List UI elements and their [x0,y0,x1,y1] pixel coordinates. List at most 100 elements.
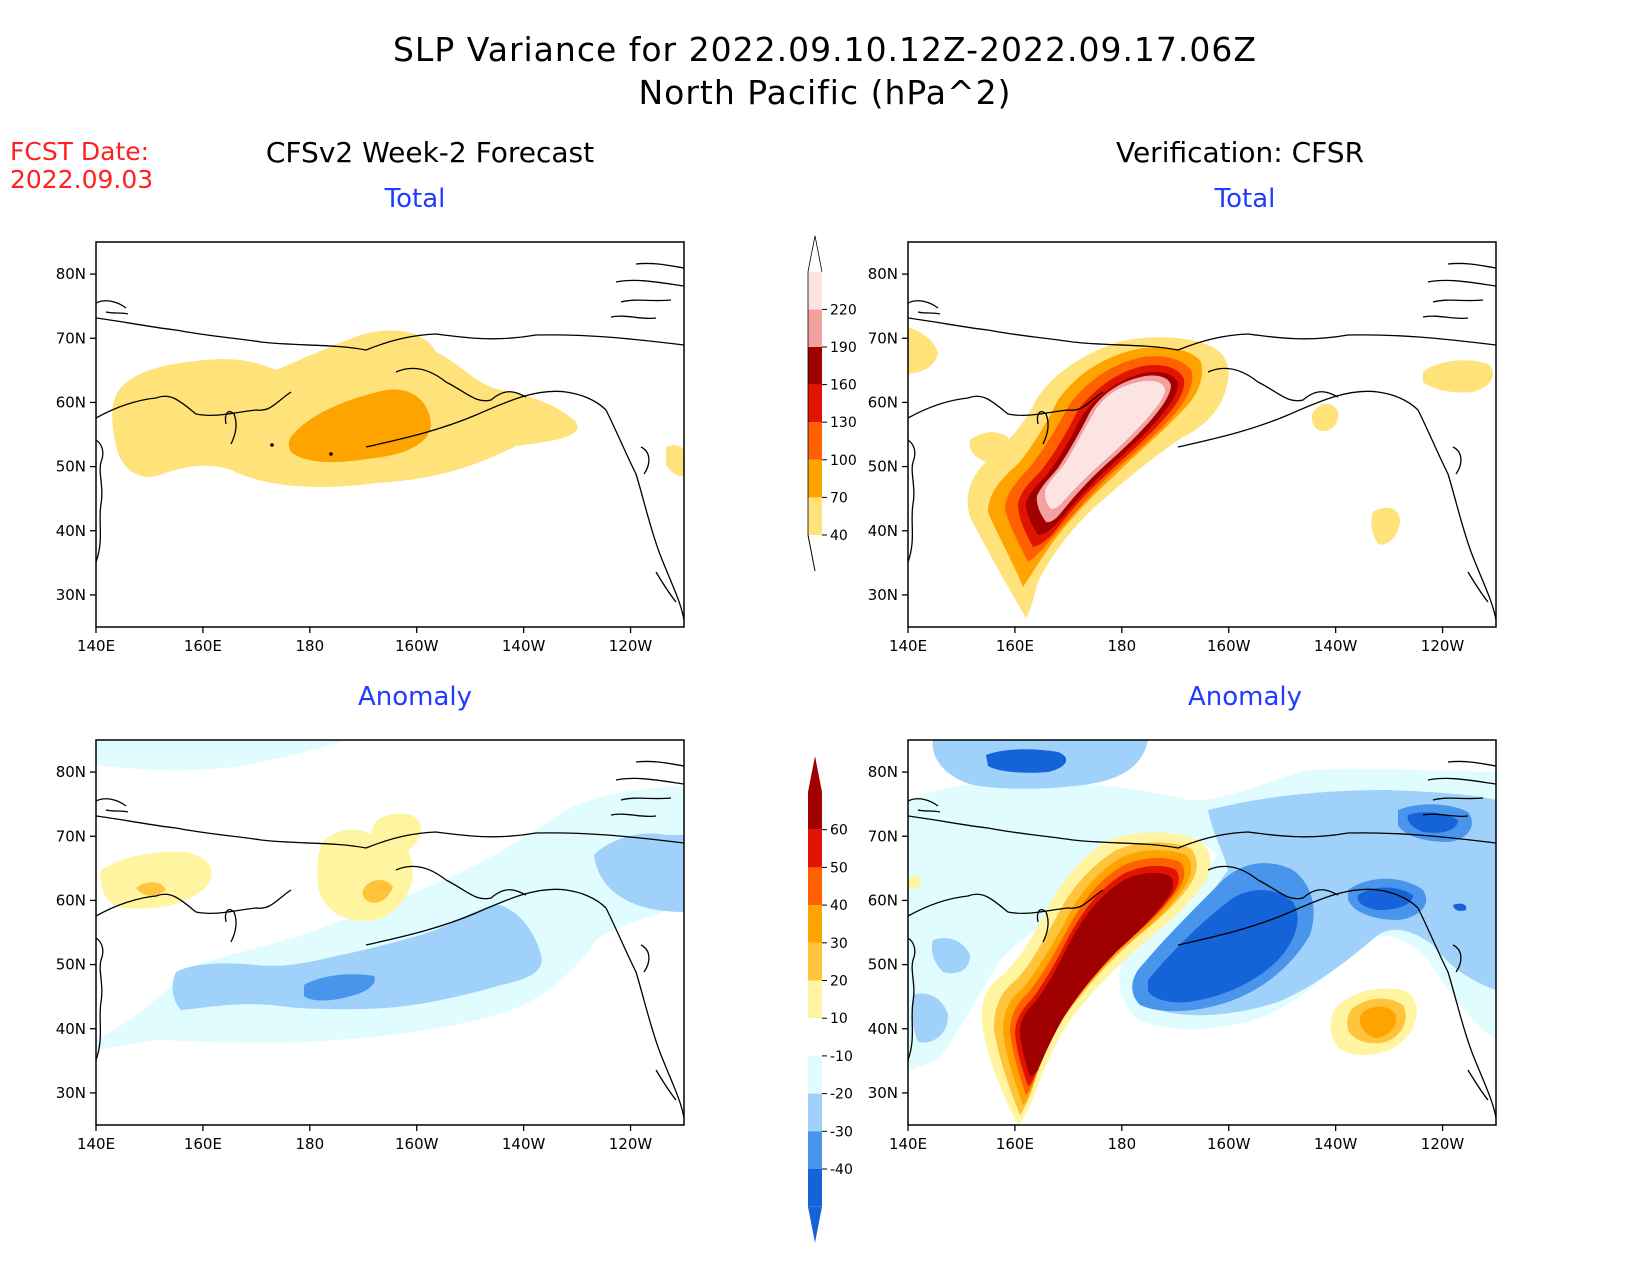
lon-tick-label: 140E [889,637,927,655]
lon-tick-label: 140E [77,1135,115,1153]
panel-title-forecast-total: Total [384,184,446,214]
coastline [96,262,684,621]
anomaly-pos60-main [1020,872,1174,1076]
colorbar-anomaly: 60 50 40 30 20 10 -10 -20 -30 -40 [808,756,853,1243]
map-forecast-anomaly: 80N 70N 60N 50N 40N 30N 140E 160E 180 160W 140W 12… [56,739,685,1153]
colorbar-total-boxes: 40 70 100 130 160 190 220 [807,235,857,572]
lat-tick-label: 60N [56,891,86,909]
lat-tick-label: 30N [56,586,86,604]
anomaly-neg20-ne [594,833,684,912]
lon-tick-label: 140W [1314,637,1358,655]
colorbar-anomaly-label: 50 [830,860,848,876]
colorbar-anomaly-label: 10 [830,1011,848,1027]
lon-tick-label: 140E [889,1135,927,1153]
lon-tick-label: 140W [502,637,546,655]
colorbar-anomaly-box [808,980,822,1019]
coastline [96,760,684,1119]
colorbar-anomaly-box [808,1169,822,1207]
lon-tick-label: 120W [1421,1135,1465,1153]
anomaly-pos20-b [362,879,393,903]
contour-70 [288,389,431,463]
colorbar-anomaly-label: -40 [830,1162,853,1178]
lat-ticks: 80N 70N 60N 50N 40N 30N [868,763,908,1102]
colorbar-total-label: 70 [830,490,848,506]
lon-tick-label: 160W [395,637,439,655]
colorbar-anomaly-label: 40 [830,898,848,914]
anomaly-neg40-e [1357,887,1413,910]
colorbar-total-label: 160 [830,378,857,394]
lon-tick-label: 160E [996,1135,1034,1153]
anomaly-neg10-north [96,740,346,771]
colorbar-anomaly-label: -20 [830,1087,853,1103]
contour-40-a [1311,403,1339,432]
chart-title-line2: North Pacific (hPa^2) [638,73,1012,112]
map-forecast-total: 80N 70N 60N 50N 40N 30N 140E 160E 180 160W 140W 12… [56,241,685,655]
lat-tick-label: 30N [868,586,898,604]
coastline [908,262,1496,621]
colorbar-total-box [808,347,822,385]
anomaly-neg20-w2 [911,993,948,1043]
lat-ticks: 80N 70N 60N 50N 40N 30N [868,265,908,604]
colorbar-anomaly-top-arrow [808,756,822,792]
panel-title-verification-total: Total [1214,184,1276,214]
lat-tick-label: 30N [56,1084,86,1102]
colorbar-anomaly-label: 60 [830,823,848,839]
column-title-verification: Verification: CFSR [1115,136,1365,169]
contour-40-b [1371,507,1400,545]
contour-220 [1045,380,1165,509]
anomaly-neg20-main [172,904,542,1010]
lon-tick-label: 180 [295,1135,324,1153]
lat-tick-label: 50N [868,956,898,974]
anomaly-pos30-e [1360,1006,1397,1038]
column-title-forecast: CFSv2 Week-2 Forecast [265,136,595,169]
lon-tick-label: 140E [77,637,115,655]
panel-title-verification-anomaly: Anomaly [1187,682,1303,712]
colorbar-total-box [808,459,822,498]
lat-tick-label: 80N [56,265,86,283]
anomaly-neg40-main [1148,890,1298,1003]
colorbar-anomaly-box [808,942,822,981]
colorbar-anomaly-box [808,1093,822,1132]
anomaly-neg30 [304,974,375,1001]
lat-tick-label: 40N [56,522,86,540]
anomaly-neg40-ne [1407,812,1458,833]
anomaly-neg40-n [986,749,1067,773]
lat-tick-label: 60N [56,393,86,411]
colorbar-anomaly-box [808,829,822,868]
lon-tick-label: 120W [1421,637,1465,655]
colorbar-anomaly-box [808,792,822,830]
colorbar-anomaly-bottom-arrow [808,1206,822,1243]
colorbar-total-label: 40 [830,528,848,544]
contour-40-west [969,432,1010,463]
colorbar-anomaly-label: -10 [830,1049,853,1065]
colorbar-total: 40 70 100 130 160 190 220 [807,235,857,572]
lon-ticks: 140E 160E 180 160W 140W 120W [889,1125,1464,1153]
anomaly-pos10-w [908,875,921,890]
fcst-date-value: 2022.09.03 [10,165,154,194]
lat-tick-label: 70N [56,827,86,845]
lat-tick-label: 50N [868,458,898,476]
map-verification-anomaly: 80N 70N 60N 50N 40N 30N 140E 160E 180 160W 140W 12… [868,739,1497,1153]
panel-title-forecast-anomaly: Anomaly [357,682,473,712]
contour-40-nw [908,327,938,374]
lon-tick-label: 180 [295,637,324,655]
lon-tick-label: 140W [502,1135,546,1153]
colorbar-anomaly-box [808,1018,822,1056]
lon-tick-label: 160W [395,1135,439,1153]
colorbar-total-box [808,497,822,535]
lon-ticks: 140E 160E 180 160W 140W 120W [889,627,1464,655]
colorbar-anomaly-box [808,867,822,906]
colorbar-anomaly-boxes: 60 50 40 30 20 10 -10 -20 -30 -40 [808,756,853,1243]
colorbar-anomaly-box [808,1131,822,1169]
colorbar-anomaly-box [808,905,822,943]
lat-tick-label: 60N [868,393,898,411]
colorbar-anomaly-label: -30 [830,1124,853,1140]
coastline [908,760,1496,1119]
colorbar-total-label: 220 [830,302,857,318]
colorbar-total-box [808,422,822,460]
lon-tick-label: 160W [1207,637,1251,655]
lon-tick-label: 180 [1107,637,1136,655]
colorbar-total-box [808,309,822,347]
lat-tick-label: 80N [868,265,898,283]
lat-tick-label: 80N [868,763,898,781]
